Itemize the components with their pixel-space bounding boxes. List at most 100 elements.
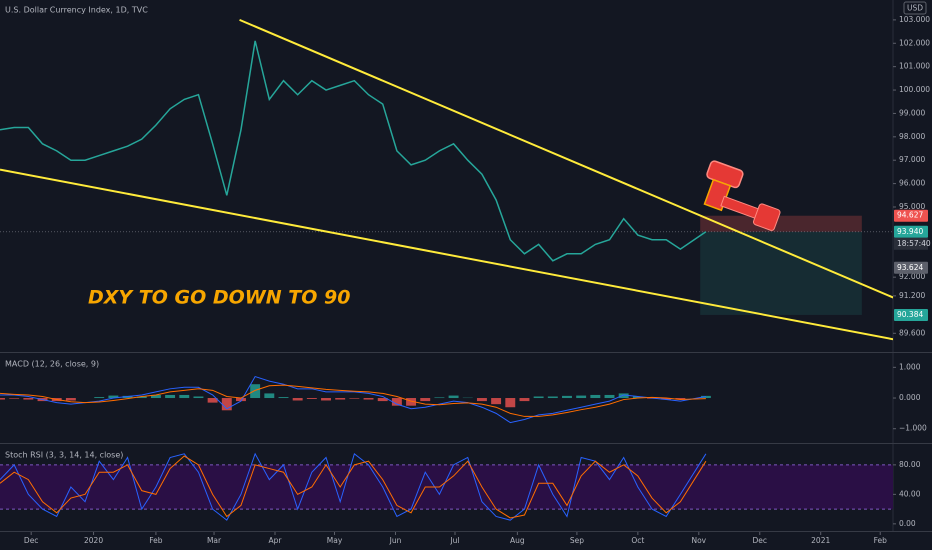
y-tick-label: 1.000 xyxy=(899,362,921,371)
x-tick-label: Aug xyxy=(510,536,525,545)
data-line xyxy=(0,40,707,262)
y-tick-label: 100.000 xyxy=(899,85,930,94)
histogram-bar xyxy=(519,398,530,402)
price-label: 93.940 xyxy=(897,227,923,236)
histogram-bar xyxy=(292,398,303,401)
y-tick-label: 92.000 xyxy=(899,272,925,281)
histogram-bar xyxy=(576,395,587,399)
histogram-bar xyxy=(321,398,331,401)
histogram-bar xyxy=(434,397,445,399)
histogram-bar xyxy=(250,384,261,399)
y-tick-label: 80.00 xyxy=(899,460,921,469)
currency-box xyxy=(903,1,927,15)
histogram-bar xyxy=(377,398,388,402)
band xyxy=(0,464,893,510)
trendline xyxy=(239,18,893,299)
trendline xyxy=(0,168,893,341)
x-tick-label: Sep xyxy=(570,536,584,545)
countdown: 18:57:40 xyxy=(897,239,931,248)
histogram-bar xyxy=(618,393,629,399)
currency: USD xyxy=(907,4,923,13)
x-tick-label: Jun xyxy=(389,536,402,545)
price-label: 93.624 xyxy=(897,263,923,272)
data-line xyxy=(0,452,707,521)
histogram-bar xyxy=(221,398,232,411)
histogram-bar xyxy=(547,396,558,399)
y-tick-label: 40.00 xyxy=(899,489,921,498)
x-tick-label: Nov xyxy=(691,536,706,545)
x-tick-label: Mar xyxy=(207,536,222,545)
histogram-bar xyxy=(406,398,417,406)
data-line xyxy=(0,455,707,519)
histogram-bar xyxy=(136,396,147,399)
histogram-bar xyxy=(150,394,161,399)
y-tick-label: 98.000 xyxy=(899,132,925,141)
price-label-bg xyxy=(894,308,928,321)
price-label: 90.384 xyxy=(897,310,923,319)
histogram-bar xyxy=(505,398,516,408)
y-tick-label: 96.000 xyxy=(899,179,925,188)
histogram-bar xyxy=(108,395,119,399)
y-tick-label: 89.600 xyxy=(899,328,925,337)
x-tick-label: Dec xyxy=(24,536,39,545)
price-label-bg xyxy=(894,261,928,274)
histogram-bar xyxy=(533,396,544,399)
histogram-bar xyxy=(675,398,686,400)
histogram-bar xyxy=(179,394,190,399)
y-tick-label: 99.000 xyxy=(899,108,925,117)
histogram-bar xyxy=(604,394,615,399)
histogram-bar xyxy=(448,395,459,399)
histogram-bar xyxy=(9,398,20,399)
price-label: 94.627 xyxy=(897,211,923,220)
x-tick-label: Feb xyxy=(149,536,163,545)
gavel-icon xyxy=(703,160,781,231)
price-label-bg xyxy=(894,225,928,238)
histogram-bar xyxy=(278,397,289,399)
plot-layer: Dec 2020 Feb Mar Apr May Jun Jul Aug Sep Oct Nov Dec… xyxy=(0,15,931,545)
stoch-title: Stoch RSI (3, 3, 14, 14, close) xyxy=(5,451,123,460)
x-tick-label: 2021 xyxy=(811,536,830,545)
histogram-bar xyxy=(590,394,601,399)
price-label-bg xyxy=(894,209,928,222)
y-tick-label: 0.00 xyxy=(899,519,916,528)
histogram-bar xyxy=(491,398,502,405)
annotation: DXY TO GO DOWN TO 90 xyxy=(88,287,350,309)
y-tick-label: −1.000 xyxy=(899,424,927,433)
histogram-bar xyxy=(23,398,34,400)
histogram-bar xyxy=(306,398,317,399)
x-tick-label: Dec xyxy=(753,536,768,545)
histogram-bar xyxy=(363,398,374,400)
histogram-bar xyxy=(391,398,402,406)
y-tick-label: 102.000 xyxy=(899,38,930,47)
histogram-bar xyxy=(476,398,487,402)
histogram-bar xyxy=(420,398,431,402)
data-line xyxy=(0,375,706,424)
histogram-bar xyxy=(335,398,346,400)
x-tick-label: Oct xyxy=(631,536,644,545)
y-tick-label: 0.000 xyxy=(899,393,921,402)
data-line xyxy=(0,384,706,417)
x-tick-label: May xyxy=(327,536,343,545)
histogram-bar xyxy=(0,398,5,400)
chart-title: U.S. Dollar Currency Index, 1D, TVC xyxy=(5,6,148,15)
y-tick-label: 91.200 xyxy=(899,291,925,300)
histogram-bar xyxy=(165,394,176,399)
histogram-bar xyxy=(94,397,105,399)
x-tick-label: Jul xyxy=(449,536,459,545)
histogram-bar xyxy=(632,396,643,399)
y-tick-label: 103.000 xyxy=(899,15,930,24)
histogram-bar xyxy=(193,396,204,399)
macd-title: MACD (12, 26, close, 9) xyxy=(5,360,99,369)
y-tick-label: 101.000 xyxy=(899,62,930,71)
x-tick-label: Apr xyxy=(268,536,282,545)
x-tick-label: Feb xyxy=(874,536,888,545)
histogram-bar xyxy=(264,393,275,399)
histogram-bar xyxy=(65,398,76,401)
y-tick-label: 97.000 xyxy=(899,155,925,164)
histogram-bar xyxy=(349,398,360,399)
histogram-bar xyxy=(207,398,218,403)
histogram-bar xyxy=(562,395,572,399)
histogram-bar xyxy=(661,398,672,400)
